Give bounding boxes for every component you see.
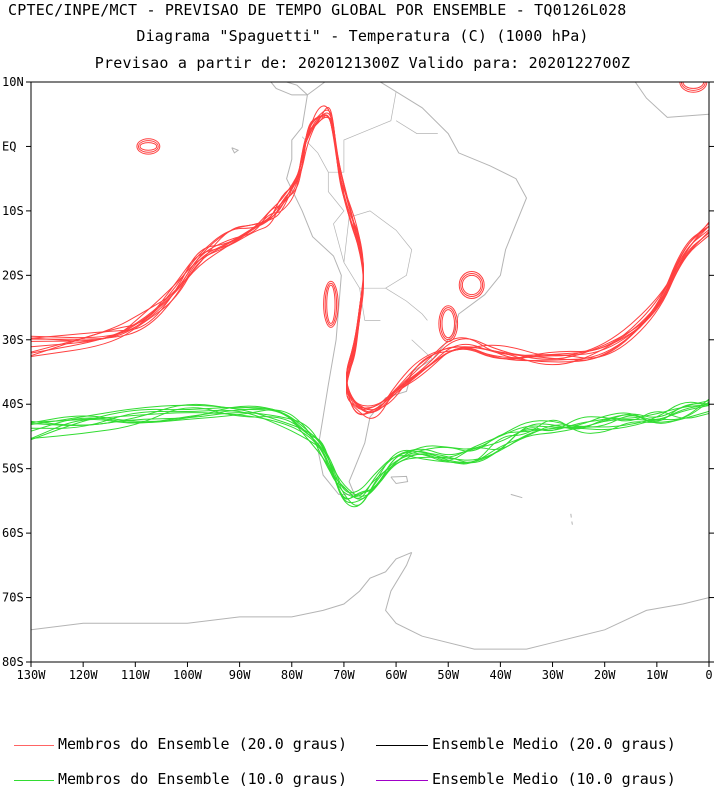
coastline [286, 82, 528, 495]
coastline [270, 82, 308, 96]
contour-loop [439, 307, 457, 341]
lat-label: 20S [2, 268, 24, 282]
contour-loop [680, 82, 706, 91]
map-frame [30, 81, 710, 663]
header-title-line2: Diagrama "Spaguetti" - Temperatura (C) (… [136, 27, 589, 45]
lon-label: 120W [69, 668, 99, 682]
legend-label-members-10: Membros do Ensemble (10.0 graus) [58, 770, 347, 788]
contour-loop [441, 309, 455, 339]
contour-loop [324, 282, 338, 326]
contour-loop [438, 305, 459, 343]
ensemble-member-line [31, 105, 709, 410]
lon-label: 70W [333, 668, 355, 682]
lat-label: EQ [2, 139, 16, 153]
ensemble-member-line [31, 114, 709, 409]
country-border [385, 287, 428, 321]
ensemble-member-line [31, 106, 709, 416]
ensemble-member-line [31, 114, 709, 415]
country-border [301, 136, 329, 173]
header-title-line3: Previsao a partir de: 2020121300Z Valido… [94, 54, 631, 72]
contour-loop [461, 274, 482, 296]
lon-label: 30W [542, 668, 564, 682]
coastline [510, 493, 523, 499]
coastline [385, 552, 709, 650]
coastline [634, 82, 709, 118]
contour-loop [682, 82, 705, 89]
legend-label-mean-10: Ensemble Medio (10.0 graus) [432, 770, 676, 788]
legend-label-members-20: Membros do Ensemble (20.0 graus) [58, 735, 347, 753]
lon-label: 80W [281, 668, 303, 682]
country-border [343, 210, 413, 289]
contour-loop [326, 284, 336, 325]
contour-loop [458, 271, 485, 299]
lon-label: 90W [229, 668, 251, 682]
lat-label: 30S [2, 333, 24, 347]
lon-label: 50W [437, 668, 459, 682]
lon-label: 20W [594, 668, 616, 682]
contour-loop [323, 280, 339, 328]
ensemble-member-line [31, 112, 709, 414]
ensemble-member-line [31, 114, 709, 411]
ensemble-member-line [31, 401, 709, 494]
contour-loop [137, 140, 159, 153]
coastline [284, 82, 308, 96]
lon-label: 100W [173, 668, 203, 682]
lat-label: 10S [2, 204, 24, 218]
legend-swatch-mean-20 [376, 745, 428, 746]
coastline [231, 147, 240, 154]
contour-loop [460, 272, 484, 298]
ensemble-member-line [31, 116, 709, 413]
lon-label: 40W [490, 668, 512, 682]
lat-label: 70S [2, 591, 24, 605]
legend-swatch-members-10 [14, 780, 54, 781]
lon-label: 130W [17, 668, 47, 682]
contour-loop [136, 138, 161, 155]
ensemble-member-line [31, 114, 709, 411]
ensemble-member-line [31, 109, 709, 407]
header-title-line1: CPTEC/INPE/MCT - PREVISAO DE TEMPO GLOBA… [8, 1, 627, 19]
country-border [395, 120, 438, 134]
lon-label: 60W [385, 668, 407, 682]
contour-layer [31, 82, 709, 508]
lon-label: 0 [705, 668, 712, 682]
lon-label: 110W [121, 668, 151, 682]
legend-label-mean-20: Ensemble Medio (20.0 graus) [432, 735, 676, 753]
coastline [571, 521, 573, 525]
legend-swatch-members-20 [14, 745, 54, 746]
legend-swatch-mean-10 [376, 780, 428, 781]
ensemble-member-line [31, 401, 709, 497]
lat-label: 40S [2, 397, 24, 411]
lat-label: 10N [2, 75, 24, 89]
coastline [708, 113, 709, 115]
lat-label: 50S [2, 462, 24, 476]
coastline [31, 551, 412, 631]
country-border [327, 172, 345, 263]
lat-label: 80S [2, 655, 24, 669]
lon-label: 10W [646, 668, 668, 682]
ensemble-member-line [31, 116, 709, 419]
coastline [570, 513, 572, 518]
coastline [390, 475, 409, 485]
ensemble-member-line [31, 403, 709, 504]
contour-loop [139, 142, 158, 151]
lat-label: 60S [2, 526, 24, 540]
